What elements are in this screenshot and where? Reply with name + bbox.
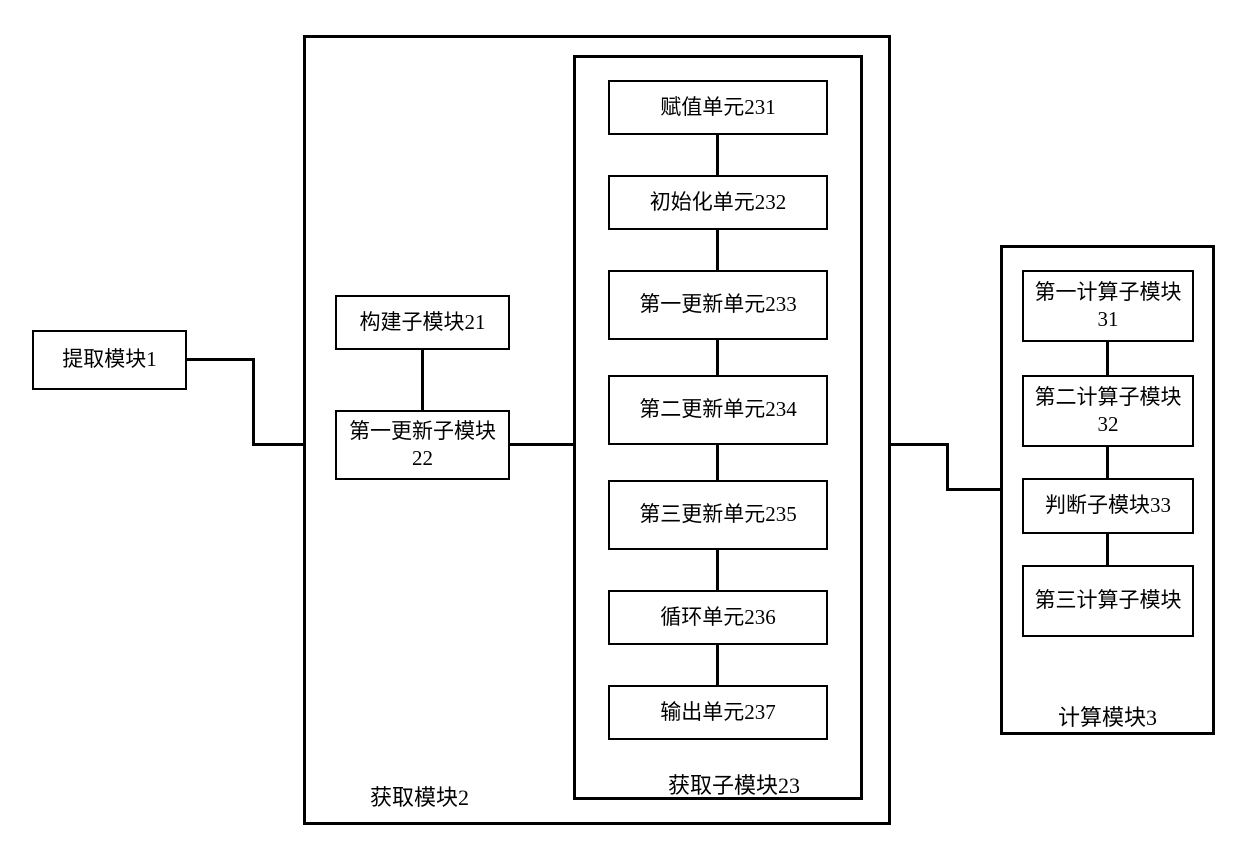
connector-line <box>1106 534 1109 565</box>
calc-submodule-31: 第一计算子模块31 <box>1022 270 1194 342</box>
unit-231: 赋值单元231 <box>608 80 828 135</box>
unit-236: 循环单元236 <box>608 590 828 645</box>
connector-line <box>252 443 303 446</box>
connector-line <box>891 443 946 446</box>
connector-line <box>716 340 719 375</box>
extract-module: 提取模块1 <box>32 330 187 390</box>
connector-line <box>716 445 719 480</box>
connector-line <box>1106 447 1109 478</box>
acquire-container-label: 获取模块2 <box>370 780 469 812</box>
acquire-sub-container-label: 获取子模块23 <box>668 768 800 800</box>
unit-232: 初始化单元232 <box>608 175 828 230</box>
connector-line <box>252 358 255 446</box>
connector-line <box>510 443 573 446</box>
connector-line <box>716 550 719 590</box>
connector-line <box>946 443 949 491</box>
connector-line <box>187 358 252 361</box>
first-update-submodule: 第一更新子模块22 <box>335 410 510 480</box>
connector-line <box>421 350 424 410</box>
unit-234: 第二更新单元234 <box>608 375 828 445</box>
connector-line <box>716 645 719 685</box>
connector-line <box>1106 342 1109 375</box>
build-submodule: 构建子模块21 <box>335 295 510 350</box>
calc-container-label: 计算模块3 <box>1058 700 1157 732</box>
unit-233: 第一更新单元233 <box>608 270 828 340</box>
calc-submodule-34: 第三计算子模块 <box>1022 565 1194 637</box>
calc-submodule-32: 第二计算子模块32 <box>1022 375 1194 447</box>
connector-line <box>946 488 1000 491</box>
unit-235: 第三更新单元235 <box>608 480 828 550</box>
connector-line <box>716 230 719 270</box>
connector-line <box>716 135 719 175</box>
calc-submodule-33: 判断子模块33 <box>1022 478 1194 534</box>
unit-237: 输出单元237 <box>608 685 828 740</box>
